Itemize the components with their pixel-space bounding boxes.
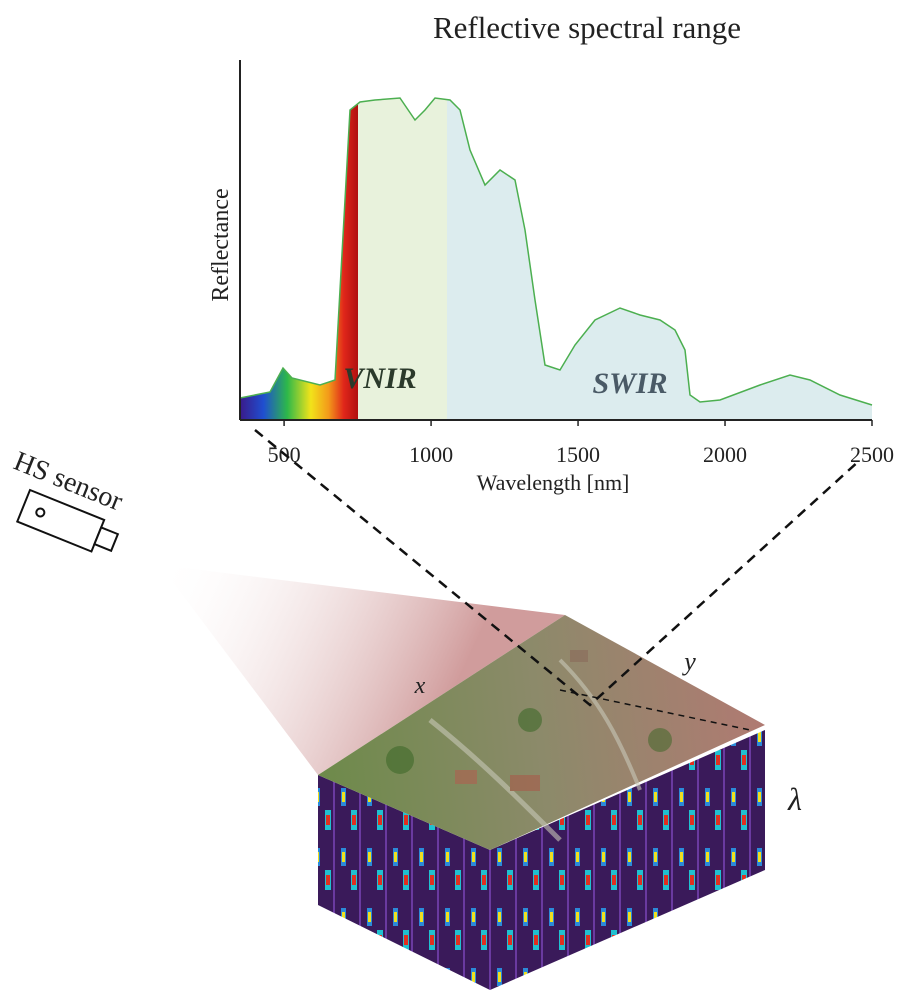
figure: 5001000150020002500 Reflective spectral …	[0, 0, 904, 995]
chart-title: Reflective spectral range	[433, 10, 741, 45]
x-tick-label: 2000	[703, 442, 747, 467]
x-tick-label: 1000	[409, 442, 453, 467]
region-label: VNIR	[343, 362, 416, 395]
x-tick-label: 2500	[850, 442, 894, 467]
x-axis-label: Wavelength [nm]	[477, 470, 630, 495]
y-axis-label: Reflectance	[208, 188, 234, 301]
cube-x-label: x	[414, 673, 426, 699]
cube-band-label: λ	[787, 781, 802, 817]
cube-y-label: y	[681, 647, 696, 676]
x-tick-label: 1500	[556, 442, 600, 467]
region-label: SWIR	[592, 367, 667, 400]
spectrum-curve	[240, 98, 872, 405]
